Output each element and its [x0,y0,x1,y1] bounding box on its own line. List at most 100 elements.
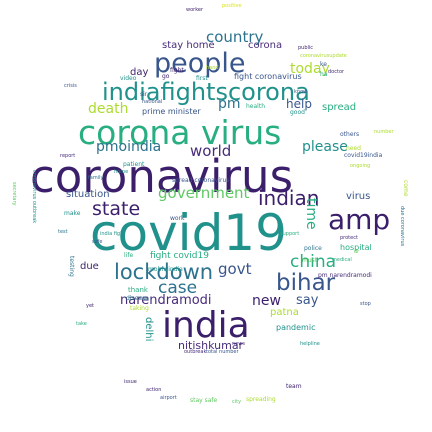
cloud-word-hospital: hospital [340,243,372,252]
cloud-word-work: work [170,215,185,222]
cloud-word-state: state [92,198,141,220]
cloud-word-corona: corona [248,40,283,51]
cloud-word-worker: worker [186,7,204,13]
cloud-word-news: news [232,341,245,347]
cloud-word-spreading: spreading [246,396,276,403]
cloud-word-national: national [142,99,163,105]
cloud-word-prime-minister: prime minister [142,107,201,116]
cloud-word-go: go [162,73,170,80]
cloud-word-stay-safe: stay safe [190,397,218,404]
cloud-word-airport: airport [160,395,177,401]
cloud-word-govt: govt [218,260,252,278]
cloud-word-case: case [158,278,198,298]
cloud-word-secretary: secretary [11,182,17,206]
cloud-word-need: need [346,145,361,152]
cloud-word-narendramodi: narendramodi [120,293,212,308]
cloud-word-pandemic: pandemic [276,323,316,332]
cloud-word-medical: medical [332,257,352,263]
cloud-word-pmoindia: pmoindia [96,139,162,155]
cloud-word-yet: yet [86,303,94,309]
cloud-word-india-fight: india fight [100,231,126,237]
cloud-word-thank: thank [128,286,148,294]
cloud-word-new: new [252,293,281,309]
cloud-word-time: time [303,198,319,230]
cloud-word-world: world [190,142,232,160]
cloud-word-outbreak: outbreak [184,349,207,355]
cloud-word-police: police [304,245,322,252]
cloud-word-coronavirusupdate: coronavirusupdate [300,53,347,59]
cloud-word-help: help [286,97,312,111]
cloud-word-government: government [158,184,250,202]
cloud-word-report: report [60,153,76,159]
cloud-word-coronavirus-outbreak: coronavirus outbreak [31,170,37,224]
cloud-word-taking: taking [130,305,149,312]
cloud-word-corona-virus: corona virus [78,113,282,152]
cloud-word-know: know [294,89,308,95]
cloud-word-nitishkumar: nitishkumar [178,339,244,352]
cloud-word-must: must [302,257,318,264]
cloud-word-city: city [232,399,242,405]
cloud-word-china: china [290,252,337,272]
cloud-word-patient: patient [123,161,145,168]
cloud-word-number: number [374,129,394,135]
cloud-word-video: video [120,75,137,82]
cloud-word-delhi: delhi [143,317,154,342]
cloud-word-safe: safe [92,239,103,245]
cloud-word-fight-coronavirus: fight coronavirus [234,72,302,81]
cloud-word-indiafightscorona: indiafightscorona [102,78,310,106]
cloud-word-positive: positive [222,3,242,9]
cloud-word-testing: testing [68,256,75,277]
cloud-word-bihar: bihar [276,270,336,296]
cloud-word-country: country [206,28,264,46]
cloud-word-public: public [298,45,314,51]
cloud-word-please: please [302,139,348,155]
cloud-word-life: life [124,252,134,259]
cloud-word-stop: stop [360,301,371,307]
cloud-word-disease: disease [126,295,149,302]
cloud-word-pm-narendramodi: pm narendramodi [318,272,372,279]
cloud-word-health: health [246,103,265,110]
cloud-word-dr: dr [354,249,360,255]
cloud-word-due: due [80,261,99,272]
cloud-word-amp: amp [328,203,391,236]
cloud-word-team: team [286,383,302,390]
cloud-word-protect: protect [340,235,358,241]
cloud-word-virus: virus [346,191,371,202]
cloud-word-support: support [280,231,300,237]
cloud-word-good: good [290,109,305,116]
cloud-word-hand: hand [206,65,219,71]
cloud-word-family: family [88,175,104,181]
cloud-word-helpline: helpline [300,341,320,347]
cloud-word-action: action [146,387,162,393]
cloud-word-fight: fight [170,67,184,74]
cloud-word-others: others [340,131,360,138]
cloud-word-doctor: doctor [328,69,345,75]
cloud-word-india: india [162,305,250,346]
cloud-word-take: take [76,321,87,327]
cloud-word-coronavirus: coronavirus [30,150,294,203]
cloud-word-patna: patna [270,307,299,318]
cloud-word-come: come [402,180,409,197]
cloud-word-due-coronavirus: due coronavirus [399,206,405,247]
cloud-word-fight-covid19: fight covid19 [150,251,209,261]
cloud-word-first: first [196,75,208,82]
cloud-word-death: death [88,101,129,117]
cloud-word-mohfwindia: mohfwindia [148,266,183,273]
cloud-word-indian: indian [258,186,320,210]
cloud-word-covid19india: covid19india [344,152,383,159]
cloud-word-day: day [130,67,149,78]
cloud-word-situation: situation [66,189,110,200]
cloud-word-make: make [64,210,81,217]
cloud-word-issue: issue [124,379,137,385]
cloud-word-total-number: total number [206,349,239,355]
cloud-word-ha: ha [320,71,328,78]
cloud-word-covid19: covid19 [90,204,287,262]
cloud-word-ke: ke [320,61,327,68]
cloud-word-today: today [290,61,330,77]
cloud-word-test: test [58,229,68,235]
cloud-word-pm: pm [218,96,241,112]
cloud-word-spread: spread [322,102,357,113]
cloud-word-lockdown: lockdown [114,260,214,284]
cloud-word-crisis: crisis [64,83,77,89]
cloud-word-people: people [154,48,246,79]
